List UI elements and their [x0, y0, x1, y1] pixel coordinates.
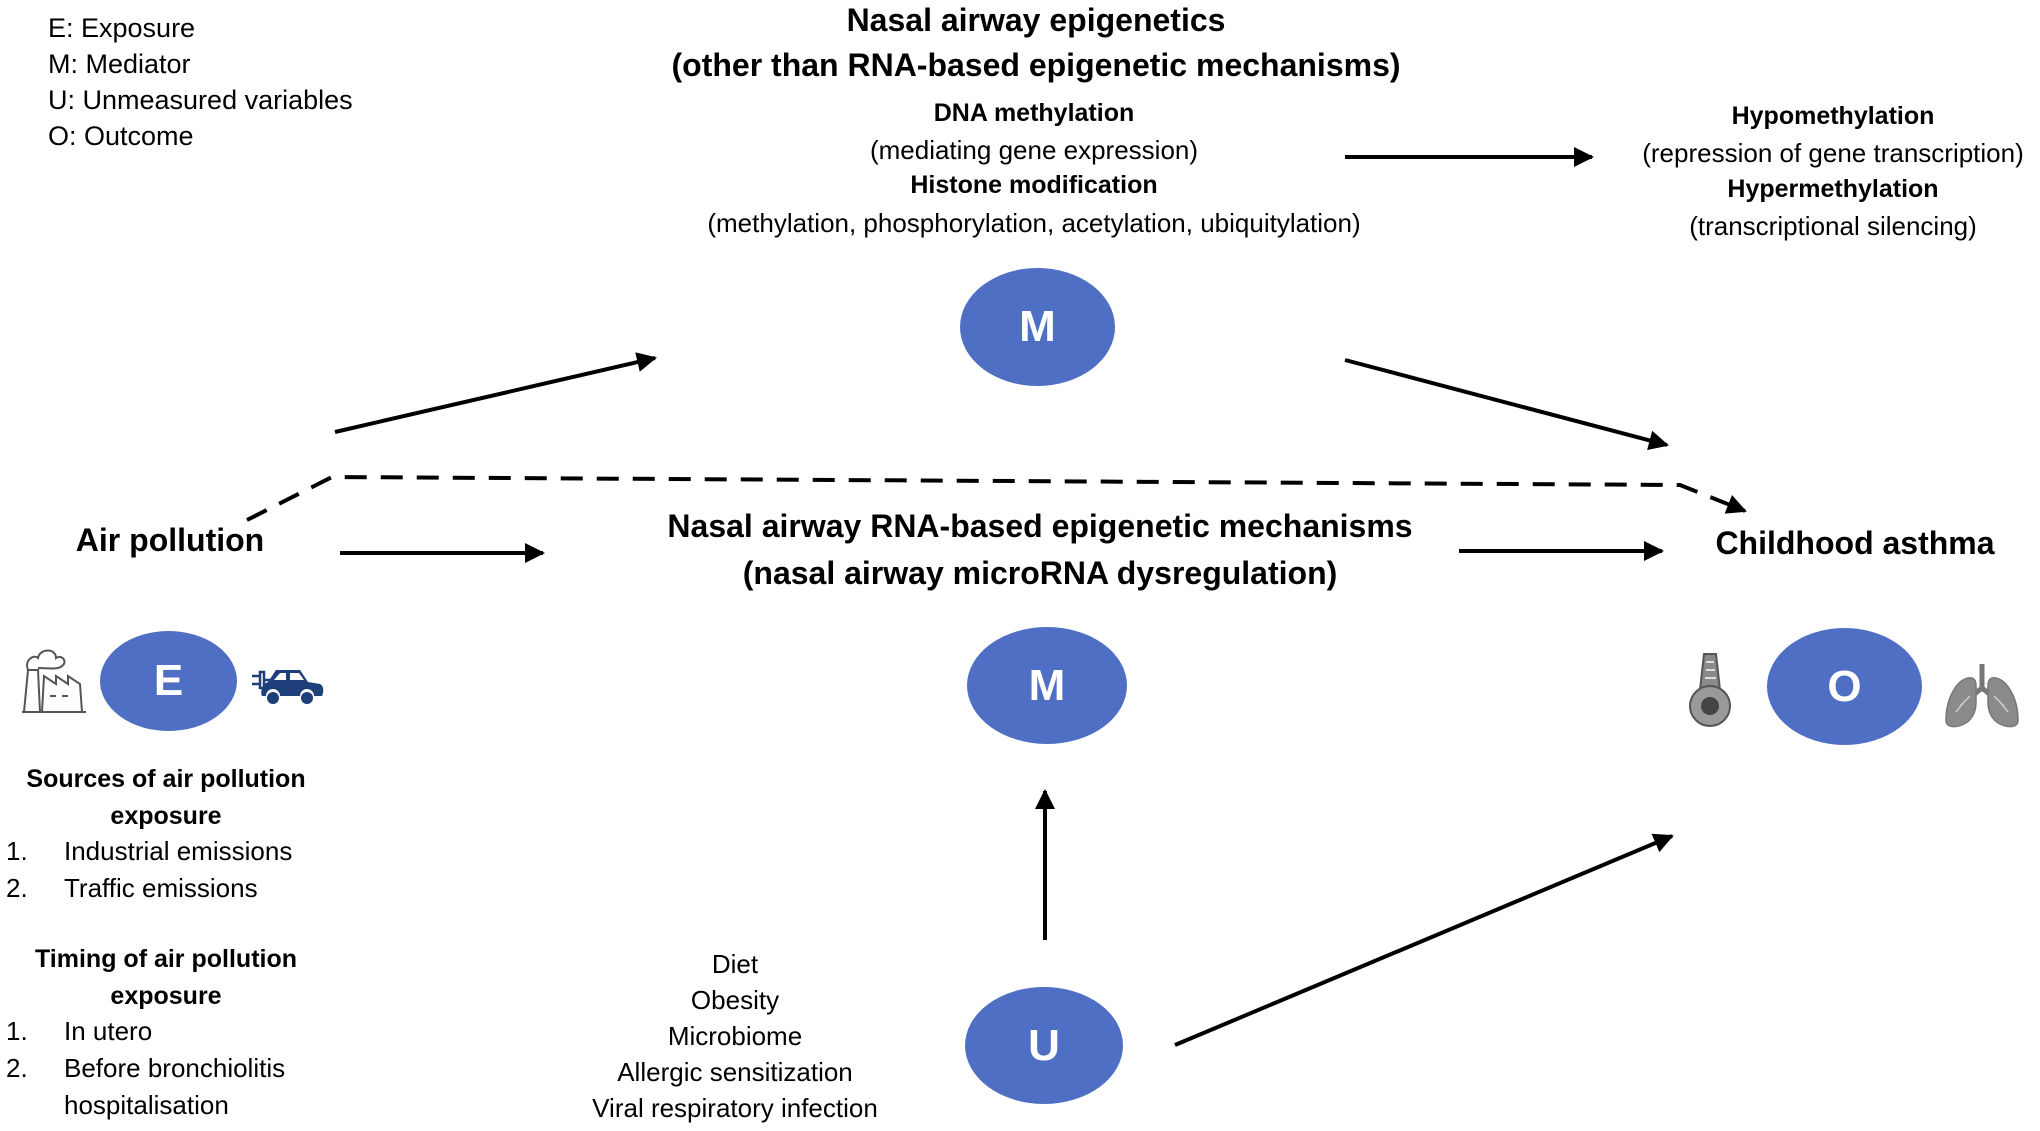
- list-item: 1. In utero: [6, 1016, 326, 1053]
- exposure-node-label: E: [153, 656, 184, 705]
- legend-unmeasured: U: Unmeasured variables: [48, 85, 353, 115]
- unmeasured-node-label: U: [1028, 1020, 1060, 1070]
- hypomethylation-desc: (repression of gene transcription): [1642, 138, 2024, 168]
- list-item: 1. Industrial emissions: [6, 836, 326, 873]
- histone-modification-label: Histone modification: [910, 171, 1158, 199]
- middle-mediator-subtitle: (nasal airway microRNA dysregulation): [742, 555, 1338, 591]
- histone-modification-desc: (methylation, phosphorylation, acetylati…: [707, 208, 1361, 238]
- dna-methylation-desc: (mediating gene expression): [869, 135, 1199, 165]
- list-item-text: hospitalisation: [64, 1090, 229, 1120]
- list-item-number: 2.: [6, 873, 28, 903]
- exposure-title: Air pollution: [75, 522, 265, 558]
- outcome-node-label: O: [1827, 661, 1862, 711]
- list-item: hospitalisation: [6, 1090, 326, 1127]
- unmeasured-variable: Obesity: [690, 985, 780, 1015]
- unmeasured-variable: Viral respiratory infection: [592, 1093, 878, 1123]
- unmeasured-variables-list: Diet Obesity Microbiome Allergic sensiti…: [592, 946, 878, 1126]
- legend: E: Exposure M: Mediator U: Unmeasured va…: [48, 10, 353, 154]
- sources-list: 1. Industrial emissions 2. Traffic emiss…: [6, 836, 326, 910]
- middle-mediator-node-label: M: [1028, 660, 1066, 710]
- list-item-text: Industrial emissions: [64, 836, 293, 866]
- list-item: 2. Before bronchiolitis: [6, 1053, 326, 1090]
- top-mediator-title: Nasal airway epigenetics: [846, 2, 1226, 38]
- arrow-e-to-top-m: [334, 352, 657, 434]
- unmeasured-node: U: [965, 987, 1123, 1104]
- timing-list: 1. In utero 2. Before bronchiolitis hosp…: [6, 1016, 326, 1127]
- top-mediator-subtitle: (other than RNA-based epigenetic mechani…: [671, 47, 1401, 83]
- hypermethylation-label: Hypermethylation: [1727, 175, 1939, 203]
- electric-car-icon: [252, 670, 324, 704]
- sources-heading: Sources of air pollution: [26, 765, 306, 793]
- list-item-number: 1.: [6, 836, 28, 866]
- legend-mediator: M: Mediator: [48, 49, 191, 79]
- unmeasured-variable: Microbiome: [667, 1021, 803, 1051]
- arrow-direct-e-to-o-dashed: [246, 474, 1747, 522]
- outcome-node: O: [1767, 628, 1922, 745]
- sources-heading-cont: exposure: [110, 802, 222, 830]
- inhaler-icon: [1689, 653, 1731, 727]
- legend-outcome: O: Outcome: [48, 121, 194, 151]
- list-item-text: In utero: [64, 1016, 153, 1046]
- hypomethylation-label: Hypomethylation: [1731, 102, 1935, 130]
- timing-heading: Timing of air pollution: [34, 945, 298, 973]
- arrow-top-m-to-o: [1344, 358, 1669, 451]
- top-mediator-node: M: [960, 268, 1115, 386]
- middle-mediator-title: Nasal airway RNA-based epigenetic mechan…: [667, 508, 1413, 544]
- top-mediator-node-label: M: [1019, 302, 1056, 351]
- dna-methylation-label: DNA methylation: [933, 99, 1135, 127]
- exposure-node: E: [100, 631, 237, 731]
- list-item-text: Before bronchiolitis: [64, 1053, 286, 1083]
- hypermethylation-desc: (transcriptional silencing): [1689, 211, 1977, 241]
- unmeasured-variable: Diet: [711, 949, 759, 979]
- arrow-u-to-o: [1174, 833, 1674, 1047]
- list-item-number: 1.: [6, 1016, 28, 1046]
- factory-icon: [22, 649, 86, 713]
- lungs-icon: [1945, 664, 2019, 728]
- middle-mediator-node: M: [967, 627, 1127, 744]
- unmeasured-variable: Allergic sensitization: [617, 1057, 853, 1087]
- outcome-title: Childhood asthma: [1715, 525, 1995, 561]
- list-item: 2. Traffic emissions: [6, 873, 326, 910]
- list-item-number: 2.: [6, 1053, 28, 1083]
- timing-heading-cont: exposure: [110, 982, 222, 1010]
- list-item-text: Traffic emissions: [64, 873, 258, 903]
- legend-exposure: E: Exposure: [48, 13, 196, 43]
